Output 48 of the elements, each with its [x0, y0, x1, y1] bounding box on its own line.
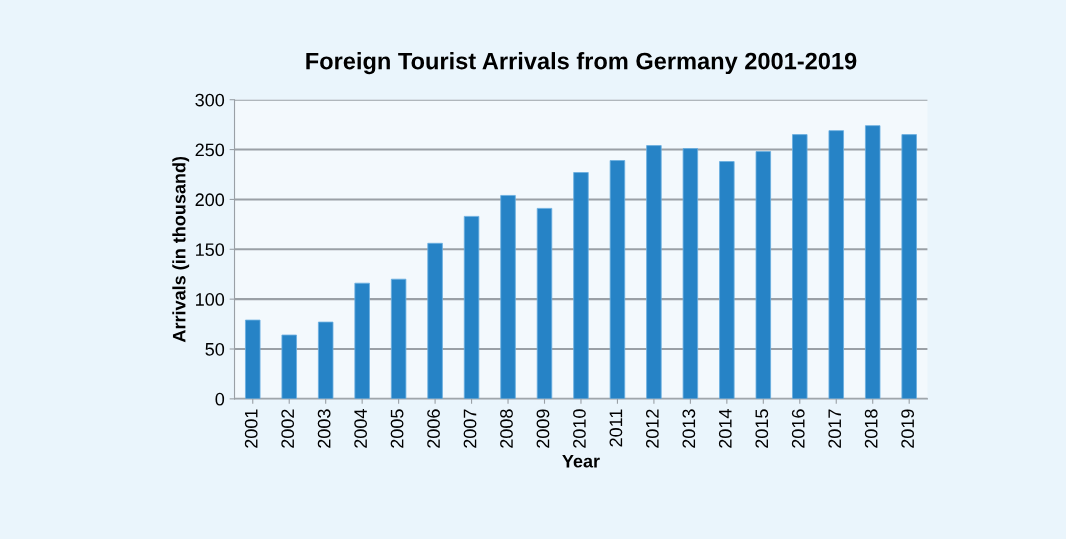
x-tick-label: 2008: [500, 409, 513, 448]
y-tick-label: 300: [195, 93, 225, 107]
x-tick-label: 2003: [317, 409, 331, 448]
x-tick-label: 2014: [718, 409, 732, 448]
x-tick-label: 2017: [828, 409, 842, 448]
bar: [281, 334, 297, 399]
bar: [536, 207, 553, 399]
x-tick-label: 2004: [354, 409, 368, 448]
y-tick-label: 0: [215, 392, 225, 406]
x-tick-label: 2019: [901, 409, 915, 448]
y-axis-title: Arrivals (in thousand): [172, 156, 190, 343]
bar: [646, 145, 662, 399]
y-tick-label: 250: [195, 143, 225, 157]
chart-title: Foreign Tourist Arrivals from Germany 2001-2019: [306, 52, 857, 75]
x-tick-label: 2012: [645, 409, 659, 448]
bar: [682, 148, 699, 399]
y-tick-label: 200: [195, 193, 225, 207]
bar: [463, 215, 480, 399]
x-tick-label: 2005: [390, 409, 404, 448]
bar: [865, 125, 881, 399]
x-axis-title: Year: [562, 454, 600, 468]
x-tick-label: 2015: [755, 409, 769, 448]
bar: [792, 134, 808, 399]
bar: [500, 195, 516, 399]
x-tick-label: 2002: [281, 409, 295, 448]
x-tick-label: 2001: [244, 409, 258, 448]
bar: [354, 282, 370, 399]
bar: [719, 161, 735, 399]
y-tick-label: 150: [196, 243, 225, 257]
y-tick-label: 100: [196, 293, 225, 306]
bar: [427, 242, 443, 399]
bar: [755, 151, 772, 399]
x-tick-label: 2018: [864, 409, 878, 448]
bar: [828, 130, 844, 399]
x-tick-label: 2016: [791, 409, 805, 448]
x-tick-label: 2007: [463, 409, 477, 448]
x-tick-label: 2010: [573, 409, 586, 448]
bar: [245, 319, 261, 399]
x-tick-label: 2013: [682, 409, 696, 448]
x-tick-label: 2009: [536, 409, 550, 448]
bar: [901, 134, 917, 399]
bar: [609, 160, 626, 399]
x-tick-label: 2006: [427, 409, 440, 448]
bar: [573, 172, 589, 399]
y-tick-label: 50: [205, 342, 225, 356]
x-tick-label: 2011: [609, 409, 623, 447]
bar: [317, 321, 334, 399]
bar: [390, 278, 407, 399]
